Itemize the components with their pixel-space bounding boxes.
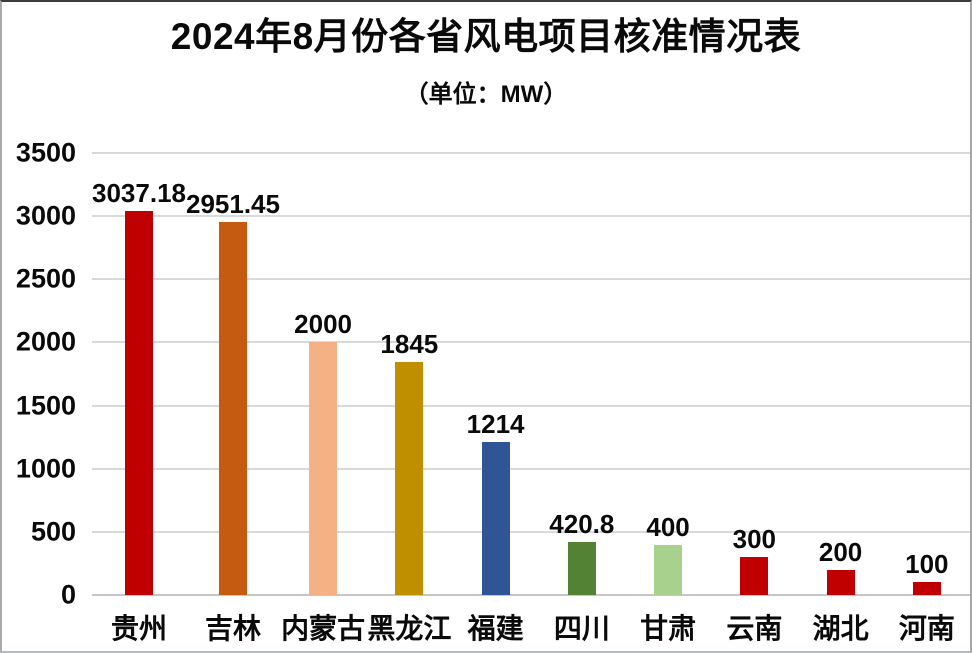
x-axis-label-河南: 河南 bbox=[898, 613, 955, 644]
bar-column-河南: 100 河南 bbox=[884, 153, 970, 644]
bar-value-label: 100 bbox=[905, 549, 949, 580]
gridline-500 bbox=[92, 530, 970, 533]
bar-贵州 bbox=[124, 211, 153, 595]
gridline-2000 bbox=[92, 341, 970, 344]
bar-河南 bbox=[912, 582, 941, 595]
bar-黑龙江 bbox=[395, 362, 424, 595]
x-axis-label-吉林: 吉林 bbox=[204, 613, 261, 644]
bar-吉林 bbox=[218, 222, 247, 595]
bar-云南 bbox=[740, 557, 769, 595]
y-tick-label-1500: 1500 bbox=[15, 390, 76, 421]
x-axis-label-四川: 四川 bbox=[553, 613, 610, 644]
x-axis-label-甘肃: 甘肃 bbox=[640, 613, 697, 644]
bar-value-label: 1214 bbox=[466, 408, 525, 439]
bar-value-label: 2000 bbox=[294, 309, 353, 340]
gridline-1500 bbox=[92, 404, 970, 407]
x-axis-label-内蒙古: 内蒙古 bbox=[281, 613, 366, 644]
bar-column-福建: 1214 福建 bbox=[452, 153, 538, 644]
gridline-1000 bbox=[92, 467, 970, 470]
bar-column-吉林: 2951.45 吉林 bbox=[185, 153, 280, 644]
y-tick-label-500: 500 bbox=[30, 516, 76, 547]
chart-title: 2024年8月份各省风电项目核准情况表 bbox=[170, 16, 802, 57]
bar-column-内蒙古: 2000 内蒙古 bbox=[280, 153, 366, 644]
bar-甘肃 bbox=[654, 544, 683, 595]
bar-column-湖北: 200 湖北 bbox=[797, 153, 883, 644]
bar-column-甘肃: 400 甘肃 bbox=[625, 153, 711, 645]
chart-subtitle: （单位：MW） bbox=[404, 81, 568, 108]
bar-column-云南: 300 云南 bbox=[711, 153, 797, 644]
x-axis-label-云南: 云南 bbox=[726, 613, 783, 644]
bar-福建 bbox=[481, 441, 510, 595]
bar-value-label: 420.8 bbox=[549, 508, 615, 539]
y-tick-label-3500: 3500 bbox=[15, 137, 76, 168]
plot-area: 3037.18 贵州 2951.45 吉林 2000 内蒙古 1845 黑龙江 1214 福建 42… bbox=[92, 152, 970, 645]
gridline-3000 bbox=[92, 215, 970, 218]
gridline-0 bbox=[92, 594, 970, 596]
bar-湖北 bbox=[826, 569, 855, 595]
y-tick-label-1000: 1000 bbox=[15, 453, 76, 484]
y-axis: 0 500 1000 1500 2000 2500 3000 3500 bbox=[2, 139, 76, 608]
gridline-3500 bbox=[92, 152, 970, 154]
x-axis-label-湖北: 湖北 bbox=[812, 613, 869, 644]
y-tick-label-2000: 2000 bbox=[15, 326, 76, 357]
bar-column-黑龙江: 1845 黑龙江 bbox=[366, 153, 452, 644]
y-tick-label-2500: 2500 bbox=[15, 263, 76, 294]
x-axis-label-贵州: 贵州 bbox=[110, 613, 167, 644]
bar-四川 bbox=[567, 541, 596, 595]
y-tick-label-3000: 3000 bbox=[15, 200, 76, 231]
bar-column-贵州: 3037.18 贵州 bbox=[92, 153, 186, 644]
gridline-2500 bbox=[92, 278, 970, 281]
bar-value-label: 200 bbox=[818, 536, 863, 567]
bar-column-四川: 420.8 四川 bbox=[539, 153, 625, 644]
x-axis-label-福建: 福建 bbox=[467, 613, 524, 644]
bar-value-label: 300 bbox=[732, 524, 777, 555]
y-tick-label-0: 0 bbox=[60, 579, 76, 610]
x-axis-label-黑龙江: 黑龙江 bbox=[367, 613, 452, 644]
bar-value-label: 2951.45 bbox=[185, 189, 280, 220]
bar-内蒙古 bbox=[309, 342, 338, 595]
bar-value-label: 1845 bbox=[380, 329, 439, 360]
bar-value-label: 400 bbox=[646, 511, 690, 542]
bar-value-label: 3037.18 bbox=[92, 178, 186, 209]
